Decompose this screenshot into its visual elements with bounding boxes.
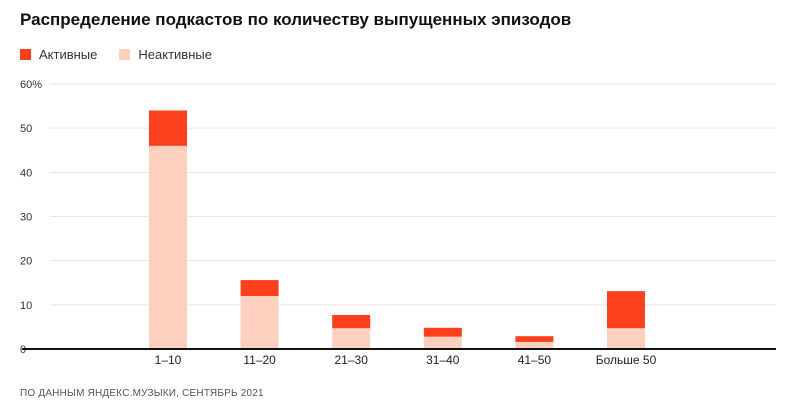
y-tick-label: 30 bbox=[20, 212, 32, 224]
y-tick-label: 60% bbox=[20, 79, 42, 91]
legend-swatch-active bbox=[20, 49, 31, 60]
legend-swatch-inactive bbox=[119, 49, 131, 60]
bar-inactive bbox=[607, 328, 645, 349]
legend: Активные Неактивные bbox=[20, 47, 212, 62]
bar-active bbox=[515, 336, 554, 342]
bar-active bbox=[423, 327, 462, 337]
y-tick-label: 10 bbox=[20, 300, 32, 312]
bar-inactive bbox=[515, 341, 554, 349]
bar-active bbox=[149, 110, 187, 146]
bar-active bbox=[332, 314, 371, 329]
legend-label-inactive: Неактивные bbox=[138, 47, 212, 62]
x-tick-label: Больше 50 bbox=[596, 353, 657, 367]
x-tick-label: 31–40 bbox=[426, 353, 460, 367]
legend-item-active: Активные bbox=[20, 47, 97, 62]
bar-inactive bbox=[149, 145, 187, 349]
bar-inactive bbox=[423, 336, 462, 349]
bar-active bbox=[240, 280, 279, 296]
source-note: ПО ДАННЫМ ЯНДЕКС.МУЗЫКИ, СЕНТЯБРЬ 2021 bbox=[20, 388, 264, 399]
x-tick-label: 11–20 bbox=[243, 353, 276, 367]
bar-active bbox=[607, 291, 645, 329]
x-tick-label: 41–50 bbox=[518, 353, 552, 367]
bar-inactive bbox=[332, 328, 371, 349]
y-tick-label: 50 bbox=[20, 123, 32, 135]
y-tick-label: 40 bbox=[20, 167, 32, 179]
x-tick-label: 21–30 bbox=[335, 353, 369, 367]
y-tick-label: 20 bbox=[20, 256, 32, 268]
legend-label-active: Активные bbox=[39, 47, 98, 62]
bar-inactive bbox=[240, 296, 279, 349]
x-tick-label: 1–10 bbox=[155, 353, 182, 367]
legend-item-inactive: Неактивные bbox=[119, 47, 212, 62]
chart-title: Распределение подкастов по количеству вы… bbox=[20, 10, 572, 29]
